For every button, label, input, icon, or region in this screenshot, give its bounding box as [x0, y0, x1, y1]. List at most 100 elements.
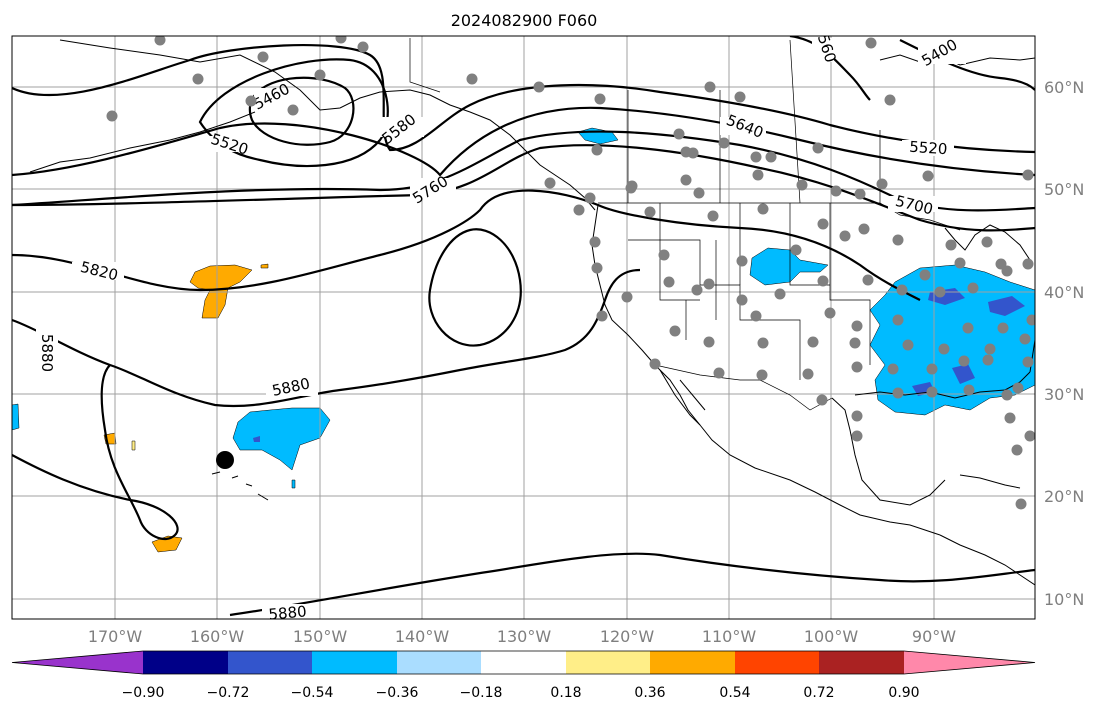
station-dot	[687, 147, 699, 159]
station-dot	[750, 310, 762, 322]
contour-5880-south	[229, 552, 1035, 617]
coast-baja	[659, 369, 706, 426]
station-dot	[1001, 389, 1013, 401]
station-dot	[802, 368, 814, 380]
station-dot	[934, 286, 946, 298]
station-dot	[1015, 498, 1027, 510]
station-dot	[621, 291, 633, 303]
contour-label-bg-3	[380, 117, 424, 137]
coast-alaska	[59, 39, 596, 211]
colorbar-bin	[397, 651, 481, 674]
lat-label-60n: 60°N	[1044, 78, 1084, 97]
contour-label-bg-4	[720, 117, 766, 135]
colorbar-bin	[650, 651, 735, 674]
station-dot	[757, 203, 769, 215]
station-dot	[533, 81, 545, 93]
contour-label-bg-2	[205, 136, 251, 152]
colorbar-tick-label-2: −0.72	[207, 685, 250, 701]
station-dot	[466, 73, 478, 85]
station-dot	[849, 337, 861, 349]
contour-label-bg-9	[266, 378, 318, 396]
contour-5580	[12, 44, 1035, 154]
station-dot	[757, 337, 769, 349]
station-dot	[713, 367, 725, 379]
station-dot	[314, 69, 326, 81]
contour-label-bg-6	[888, 196, 938, 212]
station-dot	[887, 363, 899, 375]
station-dot	[257, 51, 269, 63]
station-dot	[1001, 265, 1013, 277]
station-dot	[922, 170, 934, 182]
colorbar-tick-label-10: 0.90	[888, 685, 919, 701]
station-dot	[962, 322, 974, 334]
shading-deep-negative-hawaii	[253, 436, 260, 442]
station-dot	[892, 234, 904, 246]
colorbar-tick-label-5: −0.18	[460, 685, 503, 701]
station-dot	[596, 310, 608, 322]
lon-label-160w: 160°W	[190, 627, 245, 646]
station-dot	[154, 36, 166, 46]
station-dot	[926, 363, 938, 375]
contour-label-5880-west: 5880	[38, 334, 56, 372]
station-dot	[958, 355, 970, 367]
contour-5880-north	[12, 268, 641, 408]
station-dot	[663, 276, 675, 288]
station-dot	[817, 218, 829, 230]
station-dot	[926, 386, 938, 398]
map-frame	[11, 35, 1036, 620]
lat-label-30n: 30°N	[1044, 385, 1084, 404]
station-dot	[963, 384, 975, 396]
station-dot	[892, 314, 904, 326]
contour-label-bg-1	[254, 88, 294, 104]
coast-west-us	[591, 204, 941, 536]
border-alaska-canada	[409, 38, 441, 93]
shading-negative-hawaii-east	[232, 407, 331, 471]
station-dot	[902, 339, 914, 351]
colorbar-bin	[819, 651, 904, 674]
colorbar-outline	[11, 650, 1036, 675]
station-dot	[589, 236, 601, 248]
station-dot	[1022, 258, 1034, 270]
contour-label-bg-12	[918, 36, 966, 64]
contour-label-bg-7	[72, 262, 124, 280]
station-dot	[1022, 169, 1034, 181]
station-dot	[750, 151, 762, 163]
lon-label-130w: 130°W	[497, 627, 552, 646]
station-dot	[718, 137, 730, 149]
coast-hawaii-2	[231, 475, 269, 501]
station-dot	[896, 284, 908, 296]
lon-label-120w: 120°W	[600, 627, 655, 646]
map-title: 2024082900 F060	[451, 11, 598, 30]
station-dot	[756, 369, 768, 381]
coast-aleutians	[29, 111, 256, 173]
highlight-point-marker	[216, 451, 234, 469]
contour-label-bg-8	[36, 327, 58, 379]
station-dot	[851, 361, 863, 373]
colorbar-bin	[143, 651, 228, 674]
station-dot	[982, 354, 994, 366]
shading-positive-south-pacific	[151, 535, 183, 553]
station-dot	[1004, 412, 1016, 424]
station-dot	[591, 262, 603, 274]
shading-deep-negative-2	[988, 296, 1025, 316]
station-dot	[245, 95, 257, 107]
station-dot	[357, 41, 369, 53]
colorbar-tick-label-8: 0.54	[719, 685, 750, 701]
station-dot	[1012, 382, 1024, 394]
contour-5640	[12, 106, 1035, 177]
station-dot	[691, 284, 703, 296]
contour-label-bg-13	[812, 38, 834, 62]
station-dot	[106, 110, 118, 122]
lon-label-90w: 90°W	[912, 627, 956, 646]
station-dot	[1011, 444, 1023, 456]
shading-negative-small-hawaii	[291, 479, 296, 489]
station-dot	[658, 249, 670, 261]
lat-label-50n: 50°N	[1044, 180, 1084, 199]
station-dot	[858, 223, 870, 235]
colorbar-bin	[312, 651, 397, 674]
colorbar-bin	[228, 651, 312, 674]
station-dot	[807, 336, 819, 348]
station-dot	[1026, 314, 1035, 326]
station-dot	[1019, 333, 1031, 345]
